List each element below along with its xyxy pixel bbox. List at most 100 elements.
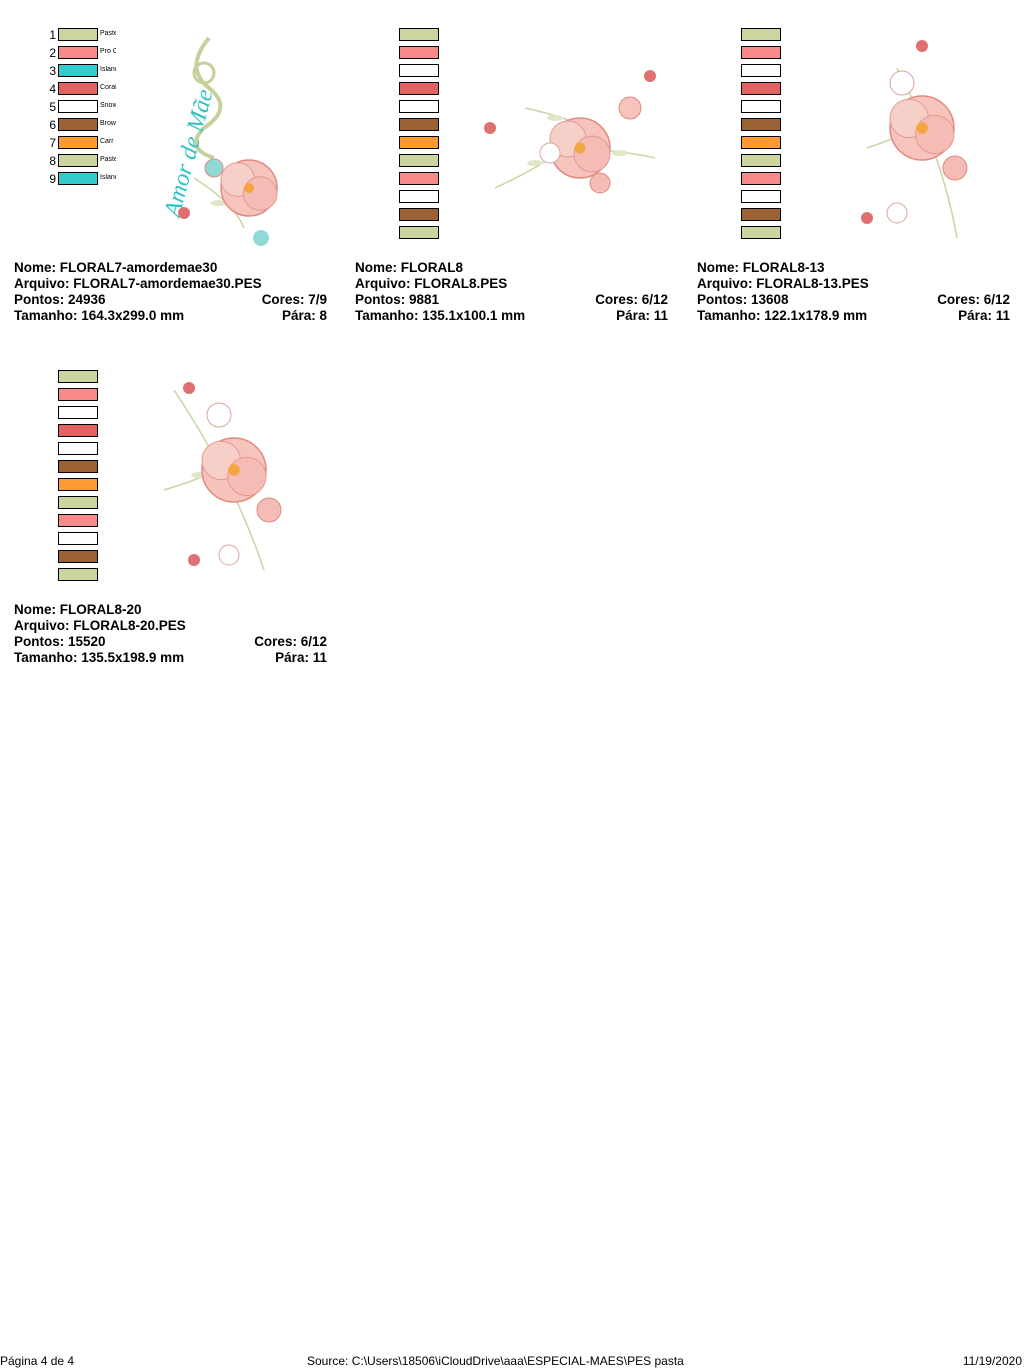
design-size: 135.5x198.9 mm	[81, 650, 185, 665]
file-name: FLORAL8-13.PES	[756, 276, 869, 291]
color-count: 7/9	[308, 292, 327, 307]
stop-count: 11	[653, 308, 668, 323]
color-swatch	[58, 406, 98, 419]
color-swatch-row: 8 Pastel	[14, 154, 124, 168]
stop-count: 11	[312, 650, 327, 665]
color-swatch	[58, 370, 98, 383]
color-swatch-row	[697, 28, 807, 42]
swatch-number: 6	[49, 118, 56, 132]
color-swatch-row	[697, 118, 807, 132]
color-swatch-row	[14, 568, 124, 582]
source-path: Source: C:\Users\18506\iCloudDrive\aaa\E…	[307, 1354, 684, 1368]
para-label: Pára:	[958, 308, 992, 323]
swatch-number: 8	[49, 154, 56, 168]
file-name: FLORAL7-amordemae30.PES	[73, 276, 262, 291]
design-info: Nome: FLORAL8-13 Arquivo: FLORAL8-13.PES…	[697, 260, 1010, 324]
color-swatch-row	[697, 154, 807, 168]
color-swatch-row	[355, 172, 465, 186]
color-swatch-row	[697, 46, 807, 60]
para-label: Pára:	[281, 308, 316, 323]
color-swatch	[399, 154, 439, 167]
color-swatch-row	[355, 226, 465, 240]
embroidery-preview: Amor de Mãe	[159, 36, 278, 246]
para-label: Pára:	[616, 308, 650, 323]
art-text: Amor de Mãe	[159, 86, 219, 221]
swatch-number: 5	[49, 100, 56, 114]
color-swatch-row	[14, 406, 124, 420]
color-swatch	[399, 28, 439, 41]
tamanho-label: Tamanho:	[355, 308, 419, 323]
cores-label: Cores:	[254, 634, 297, 649]
pontos-label: Pontos:	[355, 292, 406, 307]
flower-icon	[201, 437, 267, 503]
swatch-number: 7	[49, 136, 56, 150]
color-swatch-row	[355, 208, 465, 222]
design-card: Nome: FLORAL8-13 Arquivo: FLORAL8-13.PES…	[697, 28, 1010, 328]
color-swatch-row: 7 Carr	[14, 136, 124, 150]
cores-label: Cores:	[261, 292, 305, 307]
color-swatch-row	[355, 190, 465, 204]
flower-icon	[220, 159, 278, 217]
color-swatch-row	[14, 532, 124, 546]
color-swatch-row	[697, 226, 807, 240]
design-name: FLORAL8-20	[59, 602, 142, 617]
arquivo-label: Arquivo:	[697, 276, 753, 291]
swatch-label: Carr	[100, 138, 114, 145]
color-swatch	[741, 118, 781, 131]
color-count: 6/12	[300, 634, 327, 649]
color-swatch	[58, 568, 98, 581]
file-name: FLORAL8-20.PES	[73, 618, 186, 633]
swatch-number: 1	[49, 28, 56, 42]
color-swatch	[741, 190, 781, 203]
stitch-count: 24936	[68, 292, 106, 307]
design-info: Nome: FLORAL8-20 Arquivo: FLORAL8-20.PES…	[14, 602, 327, 666]
swatch-label: Pastel	[100, 30, 116, 37]
swatch-number: 9	[49, 172, 56, 186]
color-swatch	[58, 46, 98, 59]
stitch-count: 9881	[409, 292, 440, 307]
color-swatch	[741, 46, 781, 59]
color-swatch-row	[14, 550, 124, 564]
color-swatch	[58, 442, 98, 455]
color-swatch	[58, 82, 98, 95]
color-swatch	[399, 136, 439, 149]
color-swatch	[399, 208, 439, 221]
color-swatch	[58, 64, 98, 77]
color-swatch	[58, 514, 98, 527]
swatch-number: 2	[49, 46, 56, 60]
color-swatch-row	[14, 460, 124, 474]
color-swatch-row	[355, 46, 465, 60]
swatch-label: Pastel	[100, 156, 116, 163]
arquivo-label: Arquivo:	[14, 618, 70, 633]
color-swatch	[741, 28, 781, 41]
color-swatch	[741, 226, 781, 239]
color-swatch-row	[697, 82, 807, 96]
nome-label: Nome:	[697, 260, 740, 275]
pontos-label: Pontos:	[14, 634, 65, 649]
color-swatch-row	[14, 496, 124, 510]
arquivo-label: Arquivo:	[14, 276, 70, 291]
color-swatch	[399, 64, 439, 77]
design-info: Nome: FLORAL7-amordemae30 Arquivo: FLORA…	[14, 260, 327, 324]
color-count: 6/12	[641, 292, 668, 307]
color-swatch-row	[697, 100, 807, 114]
color-swatch-row	[355, 118, 465, 132]
tamanho-label: Tamanho:	[14, 650, 78, 665]
color-swatch-row	[14, 424, 124, 438]
color-swatch-row: 5 Snow	[14, 100, 124, 114]
design-size: 135.1x100.1 mm	[422, 308, 526, 323]
embroidery-preview	[163, 382, 282, 571]
color-swatch	[399, 172, 439, 185]
color-swatch	[58, 172, 98, 185]
flower-icon	[549, 117, 611, 179]
embroidery-preview	[861, 40, 968, 239]
flower-icon	[889, 95, 955, 161]
color-swatch-row	[355, 136, 465, 150]
color-swatch	[58, 136, 98, 149]
tamanho-label: Tamanho:	[14, 308, 78, 323]
stitch-count: 15520	[68, 634, 106, 649]
color-swatch-row	[14, 514, 124, 528]
swatch-label: Island	[100, 66, 116, 73]
nome-label: Nome:	[14, 260, 57, 275]
color-swatch	[741, 82, 781, 95]
